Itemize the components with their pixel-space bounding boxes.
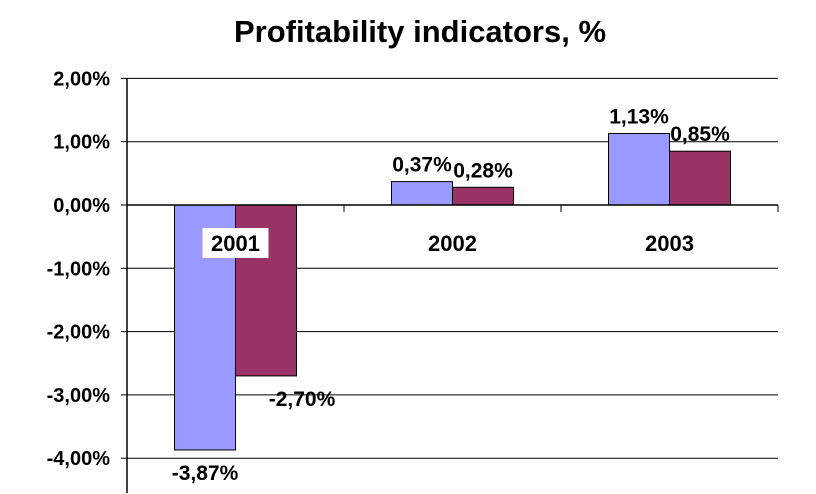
data-label: 0,28% bbox=[453, 159, 513, 182]
bar bbox=[391, 181, 453, 206]
data-label: 0,37% bbox=[392, 154, 452, 177]
y-tick-label: 1,00% bbox=[53, 132, 110, 154]
category-label: 2001 bbox=[211, 231, 260, 256]
category-label-bg bbox=[202, 228, 269, 258]
data-label: 0,85% bbox=[670, 123, 730, 146]
data-label: 1,13% bbox=[609, 105, 669, 128]
axes bbox=[126, 78, 779, 493]
category-label: 2002 bbox=[428, 231, 477, 256]
y-tick-label: -3,00% bbox=[47, 385, 111, 407]
bar bbox=[452, 186, 514, 206]
y-tick-label: 2,00% bbox=[53, 68, 110, 90]
y-tick-label: -1,00% bbox=[47, 258, 111, 280]
category-label: 2003 bbox=[645, 231, 694, 256]
y-tick-label: -2,00% bbox=[47, 322, 111, 344]
category-labels: 2001 2002 2003 bbox=[202, 228, 694, 258]
data-labels: -3,87% 0,37% 1,13% -2,70% 0,28% 0,85% bbox=[172, 105, 730, 485]
bar bbox=[608, 132, 670, 206]
y-tick-label: -4,00% bbox=[47, 448, 111, 470]
data-label: -2,70% bbox=[269, 388, 336, 411]
y-tick-labels: 2,00% 1,00% 0,00% -1,00% -2,00% -3,00% -4,00% bbox=[47, 68, 111, 470]
bar bbox=[669, 150, 731, 206]
data-label: -3,87% bbox=[172, 462, 239, 485]
chart-title: Profitability indicators, % bbox=[234, 14, 606, 49]
y-tick-label: 0,00% bbox=[53, 195, 110, 217]
